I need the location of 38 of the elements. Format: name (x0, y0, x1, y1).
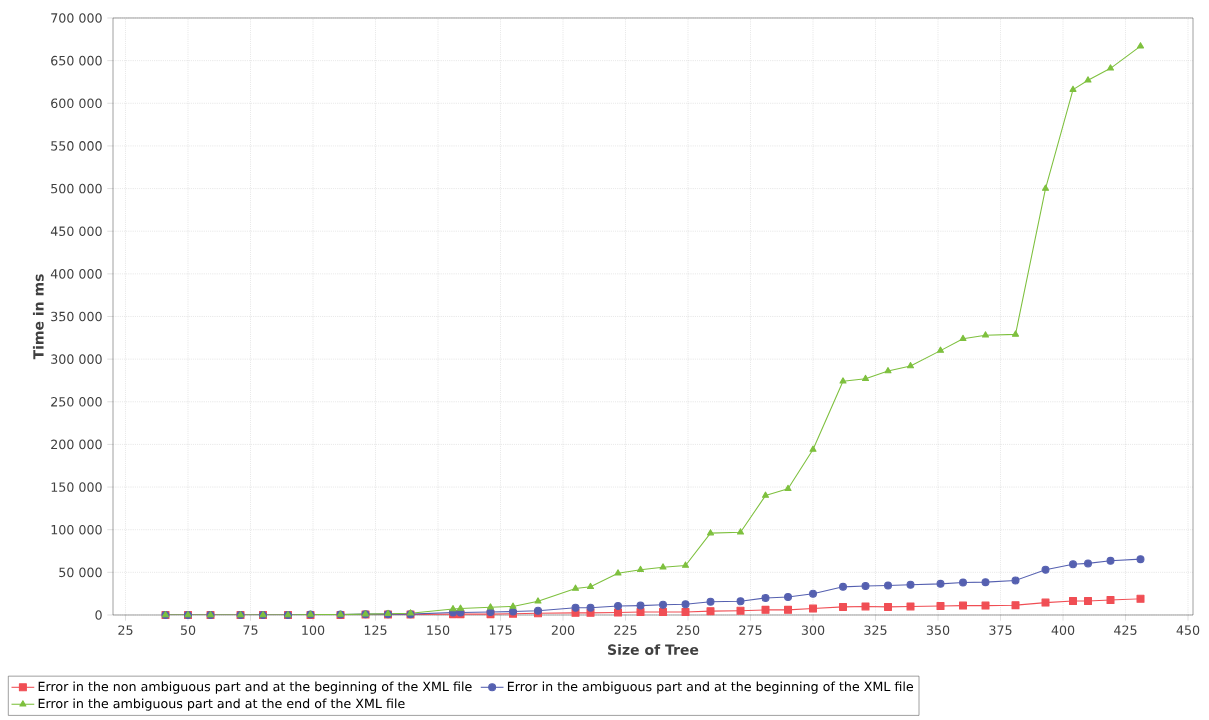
x-tick-label: 50 (180, 625, 196, 635)
x-tick-label: 125 (364, 625, 387, 635)
x-tick-label: 75 (243, 625, 258, 635)
y-tick-label: 50 000 (59, 567, 102, 578)
y-tick-label: 500 000 (51, 183, 102, 194)
y-tick-label: 0 (95, 610, 102, 620)
legend-label: Error in the non ambiguous part and at the beginning of the XML file (38, 681, 472, 694)
x-axis-title: Size of Tree (608, 644, 699, 655)
x-tick-label: 175 (489, 625, 512, 635)
x-tick-label: 225 (614, 625, 637, 635)
y-tick-label: 650 000 (51, 55, 102, 66)
legend-label: Error in the ambiguous part and at the beginning of the XML file (507, 681, 914, 694)
x-tick-label: 200 (551, 625, 575, 635)
x-tick-label: 325 (864, 625, 887, 635)
x-tick-label: 375 (989, 625, 1012, 635)
y-tick-label: 550 000 (51, 141, 102, 151)
y-tick-label: 350 000 (51, 311, 102, 322)
y-tick-label: 600 000 (51, 98, 102, 109)
legend-label: Error in the ambiguous part and at the end of the XML file (38, 698, 405, 711)
y-tick-label: 250 000 (51, 396, 102, 407)
x-tick-label: 425 (1114, 625, 1137, 635)
x-tick-label: 150 (427, 625, 450, 635)
x-tick-label: 400 (1051, 625, 1075, 635)
y-tick-label: 700 000 (51, 13, 102, 23)
x-tick-label: 450 (1176, 625, 1200, 635)
y-tick-label: 300 000 (51, 354, 102, 364)
y-tick-label: 400 000 (50, 269, 102, 279)
y-tick-label: 450 000 (50, 226, 102, 237)
y-tick-label: 200 000 (51, 439, 102, 450)
x-tick-label: 25 (118, 625, 133, 635)
y-tick-label: 150 000 (51, 482, 102, 492)
y-tick-label: 100 000 (51, 524, 102, 535)
x-tick-label: 275 (739, 625, 762, 635)
y-axis-title: Time in ms (32, 274, 44, 360)
x-tick-label: 250 (676, 625, 700, 635)
x-tick-label: 350 (926, 625, 950, 635)
x-tick-label: 300 (801, 625, 825, 635)
x-tick-label: 100 (302, 625, 325, 635)
